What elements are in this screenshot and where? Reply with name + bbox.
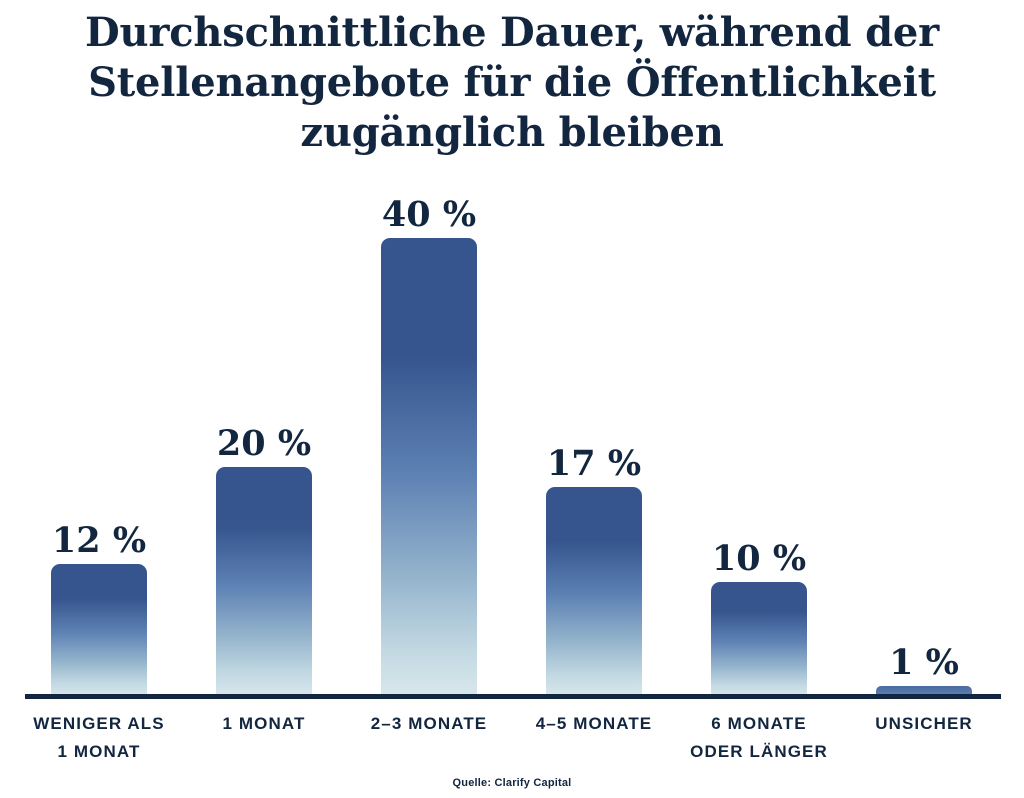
category-label-1-monat: 1 Monat	[222, 714, 306, 733]
bar-unsicher[interactable]	[876, 686, 972, 696]
category-label-6-monate-oder-laenger: 6 Monate oder länger	[690, 714, 828, 761]
x-axis-line	[25, 694, 1001, 699]
bar-value-label: 10 %	[711, 538, 807, 579]
bar-value-label: 1 %	[889, 642, 959, 683]
category-label-weniger-als-1-monat: Weniger als 1 Monat	[33, 714, 165, 761]
bar-2-3-monate[interactable]	[381, 238, 477, 696]
chart-title: Durchschnittliche Dauer, während der Ste…	[84, 9, 940, 156]
bar-1-monat[interactable]	[216, 467, 312, 696]
bar-4-5-monate[interactable]	[546, 487, 642, 696]
category-label-4-5-monate: 4–5 Monate	[535, 714, 653, 733]
bar-value-label: 17 %	[546, 443, 642, 484]
category-label-unsicher: Unsicher	[875, 714, 973, 733]
bar-value-label: 12 %	[51, 520, 147, 561]
bar-value-label: 40 %	[381, 194, 477, 235]
bar-6-monate-oder-laenger[interactable]	[711, 582, 807, 696]
bar-weniger-als-1-monat[interactable]	[51, 564, 147, 696]
source-attribution: Quelle: Clarify Capital	[452, 777, 572, 789]
bar-value-label: 20 %	[216, 423, 312, 464]
category-label-2-3-monate: 2–3 Monate	[370, 714, 488, 733]
